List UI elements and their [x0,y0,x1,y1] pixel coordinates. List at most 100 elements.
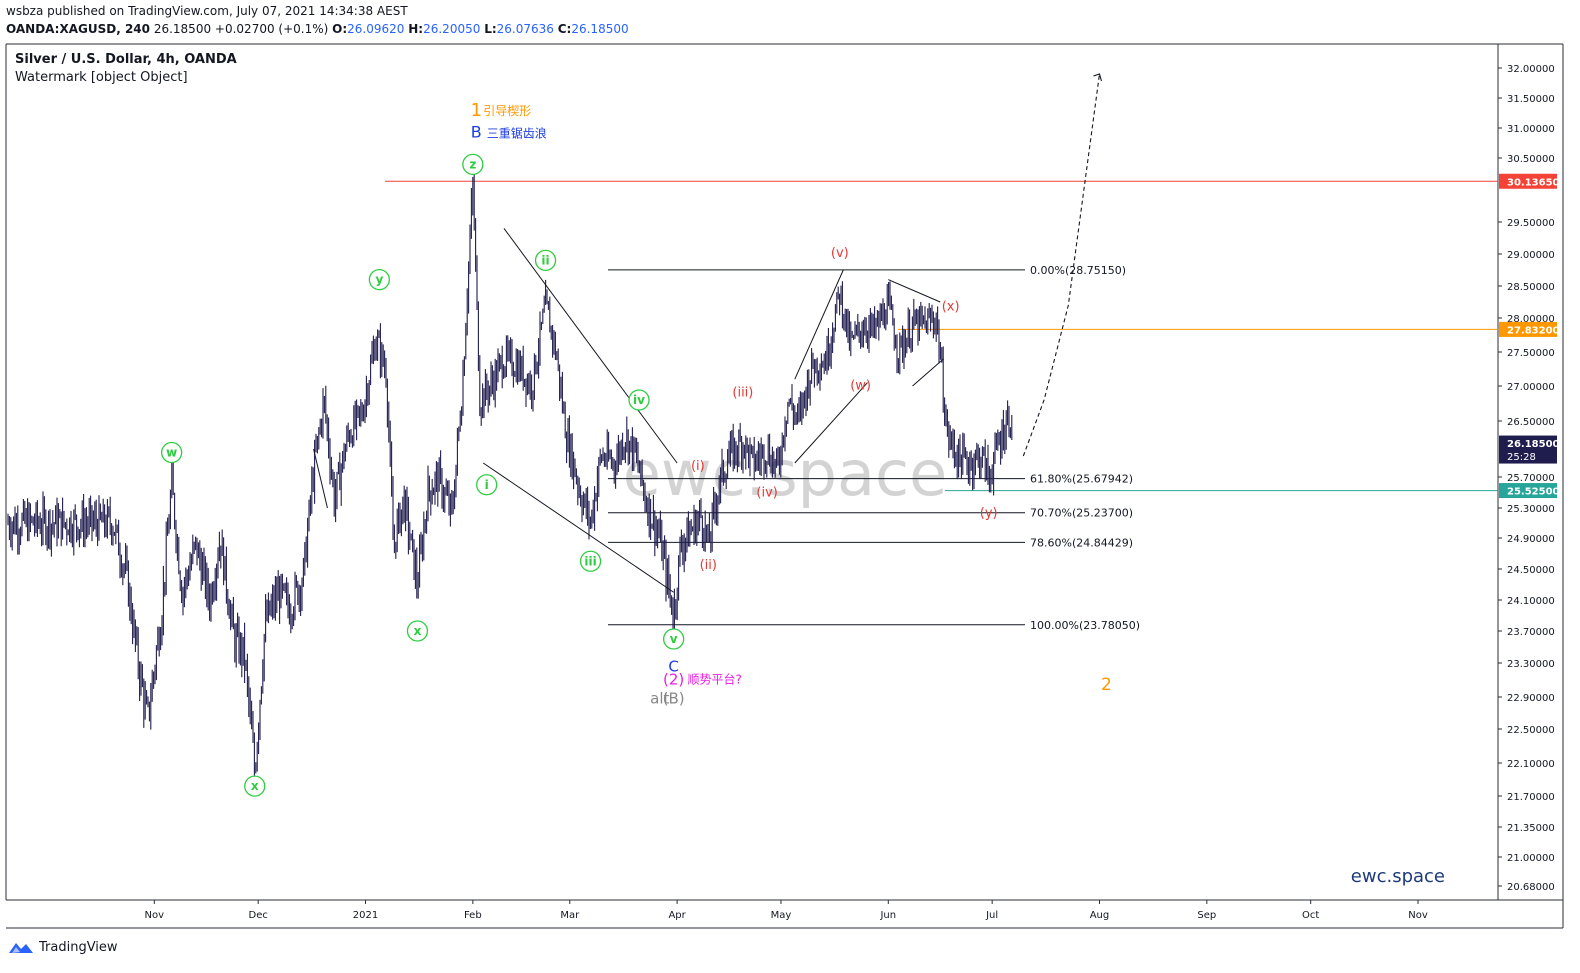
wave-label-degree-2: (2) [663,670,684,688]
y-tick-label: 26.50000 [1507,417,1555,428]
wedge-annotation: 引导楔形 [483,104,531,118]
y-tick-label: 23.30000 [1507,659,1555,670]
wave-label-minor: (iv) [756,485,777,500]
y-tick-label: 32.00000 [1507,64,1555,75]
price-axis-tag [1499,321,1557,337]
wave-2-target-label: 2 [1101,675,1112,695]
y-tick-label: 20.68000 [1507,882,1555,893]
price-axis-tag-label: 25.52500 [1507,487,1560,498]
wave-label-minor: (ii) [700,558,717,573]
wave-label-text: w [166,446,177,460]
price-axis-tag-label: 27.83200 [1507,325,1560,336]
x-tick-label: Apr [668,910,686,921]
low-value: 26.07636 [496,22,554,36]
y-tick-label: 22.50000 [1507,725,1555,736]
x-tick-label: Mar [560,910,580,921]
y-tick-label: 21.70000 [1507,792,1555,803]
y-tick-label: 31.00000 [1507,124,1555,135]
wave-label-minor: (w) [850,379,871,394]
symbol-label[interactable]: OANDA:XAGUSD, 240 [6,22,150,36]
chart-legend-watermark: Watermark [object Object] [15,70,188,85]
wave-label-circle [160,441,183,464]
x-tick-label: May [771,910,792,921]
y-tick-label: 25.30000 [1507,504,1555,515]
price-axis-tag [1499,173,1557,189]
x-tick-label: Dec [249,910,268,921]
ending-diagonal-lower-line [794,382,868,464]
wave-label-text: i [485,478,489,492]
wave-label-minor: (x) [942,299,960,314]
wedge-upper-line [503,228,678,464]
wave-label-minor: (y) [980,506,998,521]
y-tick-label: 24.10000 [1507,596,1555,607]
y-tick-label: 31.50000 [1507,94,1555,105]
minor-wedge-line [313,448,328,509]
published-line: wsbza published on TradingView.com, July… [6,4,408,18]
tradingview-brand: TradingView [39,939,118,955]
x-tick-label: Jul [985,910,998,921]
wave-label-degree-C: C [668,658,678,676]
flat-annotation: 顺势平台? [687,671,741,686]
tradingview-logo-icon [9,943,33,953]
wave-label-minor: (i) [691,459,705,474]
y-tick-label: 28.00000 [1507,314,1555,325]
wave-label-degree-B: B [471,123,482,142]
triangle-upper-line [888,279,941,303]
y-tick-label: 23.70000 [1507,627,1555,638]
wave-label-minor: (v) [831,246,849,261]
y-tick-label: 28.50000 [1507,282,1555,293]
y-tick-label: 22.90000 [1507,693,1555,704]
wave-label-text: ii [541,253,549,267]
wave-label-circle [662,628,685,650]
x-tick-label: Oct [1302,910,1319,921]
fib-level-label: 78.60%(24.84429) [1030,536,1133,549]
alt-degree-label: (B) [663,689,685,707]
wave-label-circle [476,474,498,496]
x-tick-label: Nov [1408,910,1428,921]
projection-dashed-path [1022,73,1101,457]
fib-level-label: 0.00%(28.75150) [1030,264,1126,277]
wedge-lower-line [482,462,674,593]
y-tick-label: 30.50000 [1507,154,1555,165]
triangle-lower-line [912,358,945,387]
close-value: 26.18500 [571,22,629,36]
wave-label-degree-1: 1 [471,100,482,121]
wave-label-text: x [414,624,422,638]
brand-text: ewc.space [1351,866,1445,887]
y-tick-label: 27.50000 [1507,348,1555,359]
wave-label-text: x [251,779,259,793]
wave-label-minor: (iii) [732,386,753,401]
triple-zigzag-annotation: 三重锯齿浪 [487,126,547,141]
wave-label-circle [406,620,429,642]
y-tick-label: 29.50000 [1507,218,1555,229]
x-tick-label: Nov [145,910,165,921]
wave-label-circle [244,775,266,797]
wave-label-circle [628,389,650,411]
y-tick-label: 21.00000 [1507,853,1555,864]
wave-label-circle [462,153,484,176]
x-tick-label: Sep [1197,910,1216,921]
fib-level-label: 61.80%(25.67942) [1030,473,1133,486]
wave-label-text: iii [584,554,596,568]
y-tick-label: 27.00000 [1507,382,1555,393]
y-tick-label: 25.70000 [1507,473,1555,484]
last-price: 26.18500 [153,22,212,36]
tradingview-footer[interactable]: TradingView [8,939,118,955]
fib-level-label: 70.70%(25.23700) [1030,507,1133,520]
wave-label-text: v [670,632,678,646]
price-axis-tag-label: 26.18500 [1507,439,1560,450]
ending-diagonal-upper-line [794,269,844,380]
y-tick-label: 22.10000 [1507,759,1555,770]
high-value: 26.20050 [423,22,481,36]
x-tick-label: Feb [464,910,482,921]
wave-label-circle [579,550,602,572]
projection-arrow-head [1093,73,1103,82]
price-axis-tag [1499,483,1557,499]
price-axis-tag [1499,435,1557,464]
alt-label: alt [650,689,669,707]
price-axis-countdown: 25:28 [1507,452,1536,463]
y-tick-label: 24.90000 [1507,534,1555,545]
y-tick-label: 21.35000 [1507,823,1555,834]
chart-legend-title: Silver / U.S. Dollar, 4h, OANDA [15,52,237,67]
